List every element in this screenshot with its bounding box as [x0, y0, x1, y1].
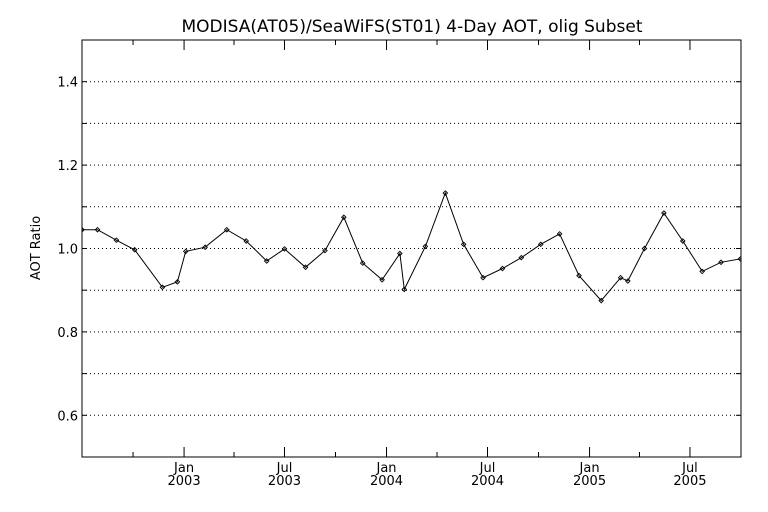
data-point-marker: [518, 254, 525, 261]
data-point-marker: [641, 245, 648, 252]
x-tick-month-label: Jan: [173, 461, 194, 476]
data-point-marker: [359, 260, 366, 266]
labels-layer: 0.60.81.01.21.4Jan2003Jul2003Jan2004Jul2…: [57, 76, 706, 489]
x-tick-year-label: 2003: [168, 474, 201, 489]
chart-title: MODISA(AT05)/SeaWiFS(ST01) 4-Day AOT, ol…: [182, 17, 643, 37]
data-point-marker: [718, 259, 724, 266]
data-point-marker: [625, 278, 631, 284]
data-point-marker: [699, 268, 706, 275]
y-tick-label: 0.6: [57, 409, 78, 424]
x-tick-month-label: Jul: [681, 461, 698, 476]
x-tick-year-label: 2003: [268, 474, 301, 489]
x-tick-year-label: 2004: [471, 474, 504, 489]
data-point-marker: [379, 276, 385, 283]
y-tick-label: 1.0: [57, 243, 78, 258]
data-point-marker: [302, 264, 309, 271]
ticks-layer: [81, 39, 742, 458]
y-axis-label: AOT Ratio: [29, 216, 44, 280]
y-tick-label: 0.8: [57, 326, 78, 341]
data-point-marker: [322, 247, 328, 254]
data-point-marker: [281, 246, 288, 252]
x-tick-month-label: Jan: [376, 461, 397, 476]
data-point-marker: [263, 258, 270, 264]
data-point-marker: [556, 231, 563, 237]
x-tick-year-label: 2005: [673, 474, 706, 489]
data-point-marker: [598, 297, 605, 304]
data-point-marker: [679, 238, 686, 244]
data-point-marker: [757, 282, 761, 286]
x-tick-month-label: Jul: [479, 461, 496, 476]
series-line: [82, 191, 741, 302]
x-tick-year-label: 2004: [370, 474, 403, 489]
data-point-marker: [737, 256, 741, 262]
data-point-marker: [223, 226, 230, 233]
data-point-marker: [442, 190, 449, 196]
x-tick-year-label: 2005: [573, 474, 606, 489]
data-point-marker: [202, 244, 208, 251]
data-point-marker: [113, 237, 120, 243]
data-point-marker: [159, 284, 166, 291]
x-tick-month-label: Jul: [276, 461, 293, 476]
data-point-marker: [460, 241, 467, 248]
data-point-marker: [499, 265, 506, 272]
data-point-marker: [243, 238, 250, 244]
data-point-marker: [340, 214, 347, 221]
data-point-marker: [397, 250, 403, 257]
data-point-marker: [661, 210, 667, 216]
y-tick-label: 1.2: [57, 159, 78, 174]
data-point-marker: [617, 274, 624, 281]
data-point-marker: [182, 248, 189, 255]
data-point-marker: [537, 241, 544, 248]
data-point-marker: [82, 226, 85, 233]
data-point-marker: [401, 286, 408, 293]
markers-layer: [82, 190, 761, 304]
data-point-marker: [174, 279, 181, 285]
data-point-marker: [94, 226, 101, 233]
data-point-marker: [576, 272, 582, 279]
y-tick-label: 1.4: [57, 76, 78, 91]
data-point-marker: [131, 246, 138, 253]
x-tick-month-label: Jan: [579, 461, 600, 476]
data-point-marker: [480, 274, 486, 281]
data-point-marker: [422, 243, 429, 250]
